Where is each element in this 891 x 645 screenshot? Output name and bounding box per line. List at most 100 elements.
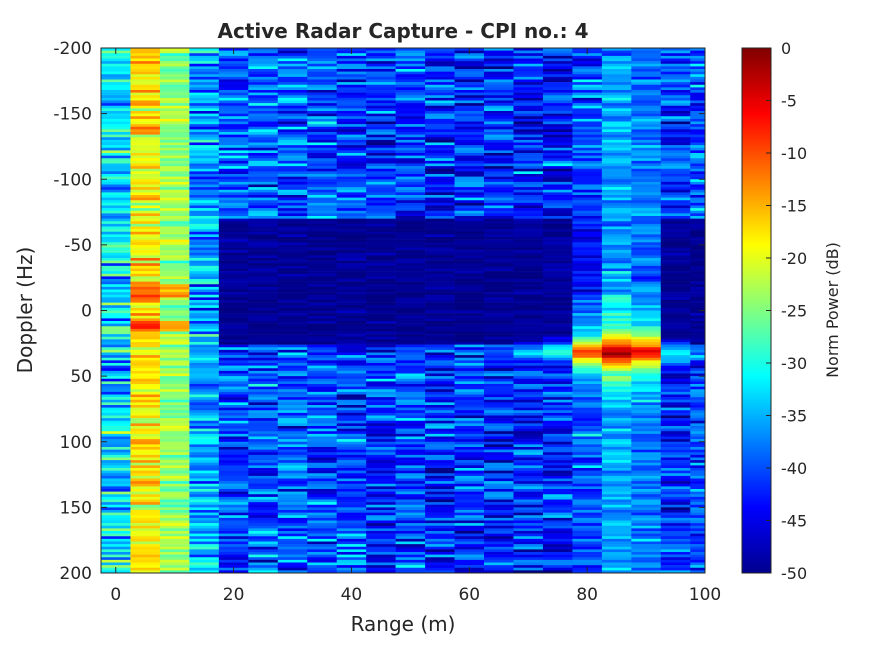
heatmap-cell xyxy=(159,171,190,175)
heatmap-cell xyxy=(395,121,426,125)
heatmap-cell xyxy=(572,397,603,401)
heatmap-cell xyxy=(395,342,426,345)
heatmap-cell xyxy=(189,281,220,285)
heatmap-cell xyxy=(101,562,131,566)
heatmap-cell xyxy=(601,153,632,156)
heatmap-cell xyxy=(425,402,455,406)
heatmap-cell xyxy=(631,368,662,372)
heatmap-cell xyxy=(159,336,190,340)
heatmap-cell xyxy=(130,216,161,219)
heatmap-cell xyxy=(189,339,220,343)
heatmap-cell xyxy=(248,475,279,479)
heatmap-cell xyxy=(513,250,544,254)
heatmap-cell xyxy=(248,286,279,290)
heatmap-cell xyxy=(189,386,220,390)
heatmap-cell xyxy=(454,507,485,511)
heatmap-cell xyxy=(542,184,573,188)
heatmap-cell xyxy=(690,58,705,62)
heatmap-cell xyxy=(601,418,632,422)
heatmap-cell xyxy=(395,546,426,550)
heatmap-cell xyxy=(248,565,279,569)
heatmap-cell xyxy=(307,105,337,109)
heatmap-cell xyxy=(248,468,279,471)
heatmap-cell xyxy=(366,412,396,416)
heatmap-cell xyxy=(101,462,131,466)
heatmap-cell xyxy=(425,234,455,238)
heatmap-cell xyxy=(159,221,190,225)
heatmap-cell xyxy=(307,360,337,364)
heatmap-cell xyxy=(484,402,514,406)
heatmap-cell xyxy=(542,210,573,214)
heatmap-cell xyxy=(484,565,514,569)
heatmap-cell xyxy=(130,121,161,125)
heatmap-cell xyxy=(631,360,662,364)
heatmap-cell xyxy=(277,229,308,233)
heatmap-cell xyxy=(484,386,514,390)
heatmap-cell xyxy=(660,399,691,403)
heatmap-cell xyxy=(660,394,691,398)
heatmap-cell xyxy=(660,457,691,461)
heatmap-cell xyxy=(366,365,396,369)
heatmap-cell xyxy=(277,389,308,393)
heatmap-cell xyxy=(690,363,705,366)
heatmap-cell xyxy=(307,494,337,498)
heatmap-cell xyxy=(159,357,190,361)
heatmap-cell xyxy=(542,95,573,99)
heatmap-cell xyxy=(690,294,705,298)
heatmap-cell xyxy=(572,315,603,319)
heatmap-cell xyxy=(454,271,485,275)
heatmap-cell xyxy=(660,373,691,377)
heatmap-cell xyxy=(248,415,279,419)
heatmap-cell xyxy=(631,129,662,133)
heatmap-cell xyxy=(690,192,705,196)
heatmap-cell xyxy=(572,300,603,303)
heatmap-cell xyxy=(660,153,691,156)
heatmap-cell xyxy=(513,195,544,198)
heatmap-cell xyxy=(277,163,308,167)
heatmap-cell xyxy=(690,292,705,296)
heatmap-cell xyxy=(189,268,220,272)
heatmap-cell xyxy=(130,292,161,296)
heatmap-cell xyxy=(513,105,544,109)
heatmap-cell xyxy=(366,465,396,469)
heatmap-cell xyxy=(542,426,573,429)
heatmap-cell xyxy=(159,134,190,138)
heatmap-cell xyxy=(130,132,161,135)
heatmap-cell xyxy=(425,559,455,563)
heatmap-cell xyxy=(542,300,573,303)
heatmap-cell xyxy=(130,546,161,550)
heatmap-cell xyxy=(130,213,161,217)
heatmap-cell xyxy=(218,349,249,353)
heatmap-cell xyxy=(159,512,190,516)
heatmap-cell xyxy=(248,452,279,456)
heatmap-cell xyxy=(542,357,573,361)
heatmap-cell xyxy=(601,515,632,519)
heatmap-cell xyxy=(248,294,279,298)
heatmap-cell xyxy=(690,389,705,393)
heatmap-cell xyxy=(159,61,190,65)
heatmap-cell xyxy=(484,213,514,217)
heatmap-cell xyxy=(366,357,396,361)
heatmap-cell xyxy=(425,113,455,117)
heatmap-cell xyxy=(248,384,279,387)
heatmap-cell xyxy=(572,103,603,107)
heatmap-cell xyxy=(631,559,662,563)
heatmap-cell xyxy=(542,552,573,555)
heatmap-cell xyxy=(425,142,455,146)
heatmap-cell xyxy=(366,234,396,238)
heatmap-cell xyxy=(513,174,544,177)
heatmap-cell xyxy=(366,297,396,301)
heatmap-cell xyxy=(454,250,485,254)
heatmap-cell xyxy=(130,221,161,225)
heatmap-cell xyxy=(513,559,544,563)
heatmap-cell xyxy=(631,244,662,248)
heatmap-cell xyxy=(572,399,603,403)
heatmap-cell xyxy=(631,478,662,482)
heatmap-cell xyxy=(631,349,662,353)
heatmap-cell xyxy=(366,344,396,348)
heatmap-cell xyxy=(513,423,544,427)
heatmap-cell xyxy=(130,55,161,59)
heatmap-cell xyxy=(130,197,161,201)
heatmap-cell xyxy=(454,223,485,227)
heatmap-cell xyxy=(660,431,691,435)
